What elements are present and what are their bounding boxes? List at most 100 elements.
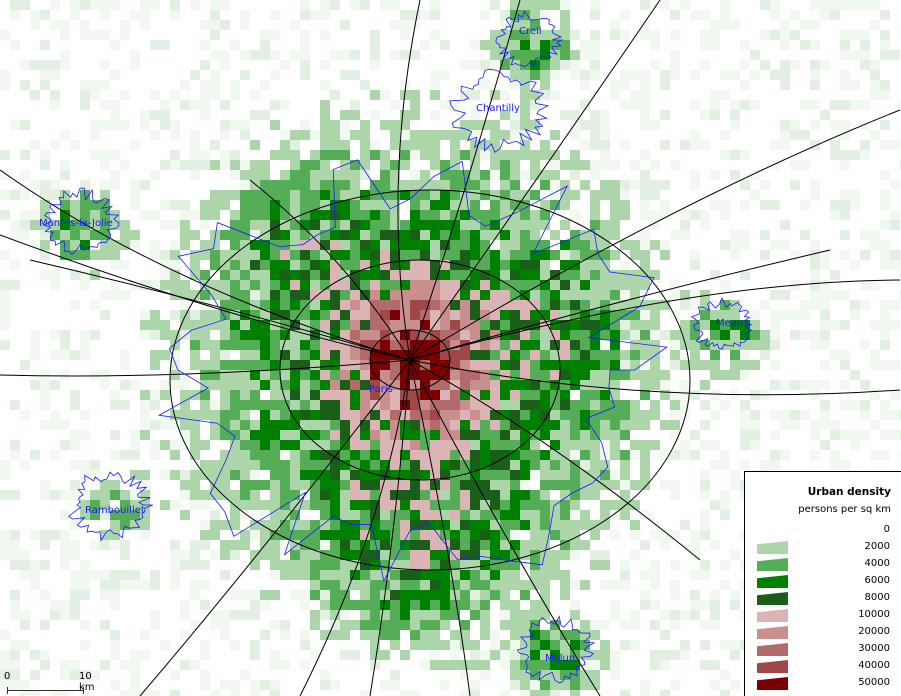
road [409, 279, 901, 361]
density-cell [320, 610, 330, 620]
density-cell [210, 20, 220, 30]
density-cell [200, 560, 210, 570]
density-cell [690, 600, 700, 610]
density-cell [220, 120, 230, 130]
density-cell [260, 110, 270, 120]
density-cell [130, 580, 140, 590]
density-cell [420, 420, 430, 430]
density-cell [390, 640, 400, 650]
density-cell [480, 310, 490, 320]
density-cell [480, 440, 490, 450]
density-cell [100, 100, 110, 110]
density-cell [380, 470, 390, 480]
density-cell [140, 650, 150, 660]
density-cell [520, 110, 530, 120]
density-cell [290, 450, 300, 460]
density-cell [400, 540, 410, 550]
density-cell [600, 230, 610, 240]
density-cell [290, 180, 300, 190]
density-cell [90, 330, 100, 340]
density-cell [260, 200, 270, 210]
density-cell [390, 560, 400, 570]
density-cell [120, 160, 130, 170]
density-cell [170, 150, 180, 160]
density-cell [750, 170, 760, 180]
density-cell [380, 240, 390, 250]
density-cell [370, 500, 380, 510]
density-cell [520, 60, 530, 70]
density-cell [70, 140, 80, 150]
density-cell [10, 670, 20, 680]
density-cell [640, 280, 650, 290]
density-cell [650, 300, 660, 310]
density-cell [250, 310, 260, 320]
density-cell [590, 110, 600, 120]
road [409, 359, 601, 696]
density-cell [200, 250, 210, 260]
density-cell [370, 480, 380, 490]
density-cell [190, 290, 200, 300]
density-cell [850, 440, 860, 450]
density-cell [360, 330, 370, 340]
density-cell [870, 450, 880, 460]
density-cell [180, 470, 190, 480]
density-cell [210, 610, 220, 620]
density-cell [830, 450, 840, 460]
density-cell [540, 90, 550, 100]
density-cell [650, 380, 660, 390]
density-cell [20, 120, 30, 130]
density-cell [600, 640, 610, 650]
density-cell [690, 260, 700, 270]
density-cell [190, 170, 200, 180]
density-cell [330, 520, 340, 530]
density-cell [140, 580, 150, 590]
density-cell [60, 350, 70, 360]
density-cell [400, 240, 410, 250]
density-cell [570, 470, 580, 480]
density-cell [340, 560, 350, 570]
density-cell [520, 330, 530, 340]
density-cell [630, 550, 640, 560]
density-cell [420, 300, 430, 310]
density-cell [100, 80, 110, 90]
density-cell [390, 610, 400, 620]
density-cell [360, 390, 370, 400]
density-cell [350, 390, 360, 400]
density-cell [220, 680, 230, 690]
density-cell [110, 400, 120, 410]
density-cell [740, 430, 750, 440]
density-cell [400, 260, 410, 270]
density-cell [400, 560, 410, 570]
density-cell [730, 100, 740, 110]
density-cell [320, 220, 330, 230]
density-cell [300, 450, 310, 460]
density-cell [550, 450, 560, 460]
density-cell [230, 450, 240, 460]
density-cell [70, 440, 80, 450]
density-cell [550, 50, 560, 60]
density-cell [320, 310, 330, 320]
density-cell [220, 0, 230, 10]
density-cell [250, 380, 260, 390]
density-cell [760, 350, 770, 360]
density-cell [210, 160, 220, 170]
density-cell [650, 620, 660, 630]
density-cell [410, 470, 420, 480]
density-cell [320, 150, 330, 160]
density-cell [350, 160, 360, 170]
density-cell [120, 290, 130, 300]
density-cell [680, 210, 690, 220]
density-cell [770, 330, 780, 340]
density-cell [320, 590, 330, 600]
density-cell [550, 160, 560, 170]
density-cell [0, 290, 10, 300]
density-cell [590, 280, 600, 290]
scale-bar: 0 10 km [0, 670, 100, 696]
density-cell [680, 300, 690, 310]
density-cell [550, 310, 560, 320]
density-cell [560, 640, 570, 650]
density-cell [630, 70, 640, 80]
road [409, 0, 521, 361]
density-cell [490, 40, 500, 50]
